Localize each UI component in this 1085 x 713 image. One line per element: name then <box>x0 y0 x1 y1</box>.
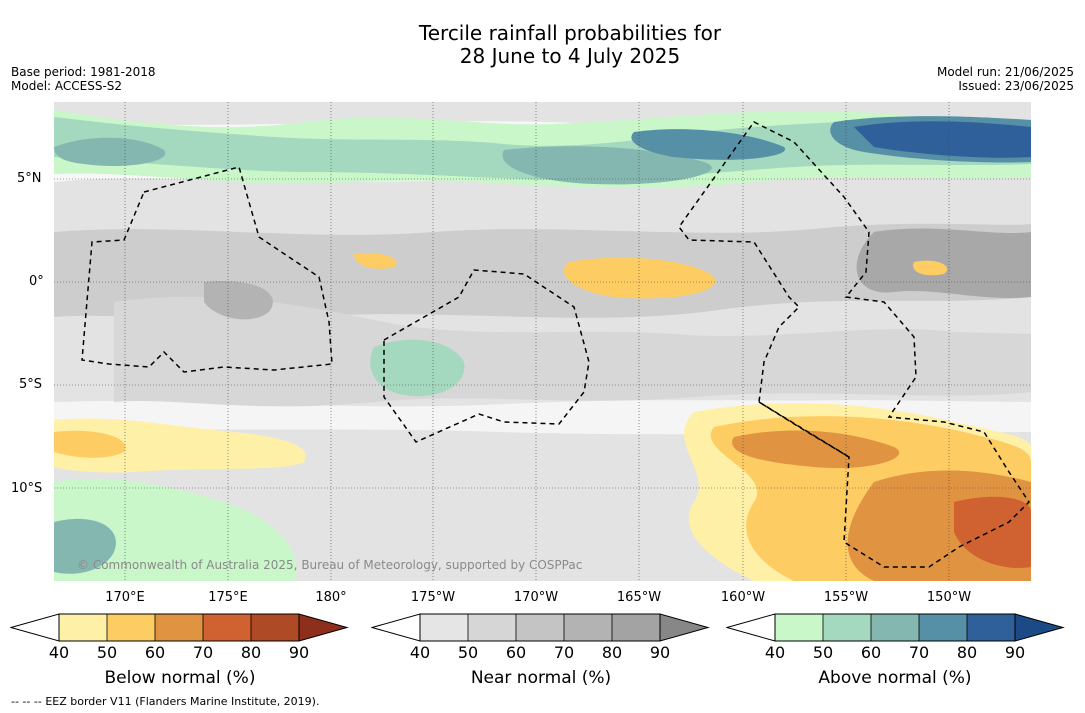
cb-below-tick-70: 70 <box>192 643 214 662</box>
cb-above-tick-50: 50 <box>812 643 834 662</box>
cb-above-tick-40: 40 <box>764 643 786 662</box>
colorbar-near <box>371 613 710 642</box>
cb-above-low-extend <box>726 613 776 642</box>
cb-below-swatch-3 <box>155 614 203 641</box>
colorbar-below <box>10 613 349 642</box>
lon-label-155w: 155°W <box>823 590 869 605</box>
colorbar-above <box>726 613 1065 642</box>
cb-above-high-extend <box>1014 613 1065 642</box>
issued-date: Issued: 23/06/2025 <box>958 79 1074 93</box>
lat-label-0: 0° <box>29 274 44 289</box>
lat-label-5s: 5°S <box>19 377 43 392</box>
cb-above-swatch-5 <box>967 614 1015 641</box>
meta-left: Base period: 1981-2018 Model: ACCESS-S2 <box>11 65 156 93</box>
teal-north-2 <box>631 129 786 160</box>
map-title: Tercile rainfall probabilities for 28 Ju… <box>0 22 1085 68</box>
map-canvas <box>54 102 1031 581</box>
cb-below-tick-80: 80 <box>240 643 262 662</box>
orange-patch-west <box>54 430 126 458</box>
lon-label-170e: 170°E <box>105 590 145 605</box>
green-patch-southwest <box>54 478 297 581</box>
cb-near-tick-40: 40 <box>409 643 431 662</box>
green-patch-center <box>370 339 465 397</box>
cb-below-swatch-5 <box>251 614 299 641</box>
red-orange-patch <box>954 496 1031 568</box>
dark-orange-patch-1 <box>732 430 900 468</box>
cb-above-title: Above normal (%) <box>818 668 972 688</box>
cb-below-swatch-1 <box>59 614 107 641</box>
cb-below-swatch-2 <box>107 614 155 641</box>
cb-below-title: Below normal (%) <box>104 668 256 688</box>
cb-below-high-extend <box>298 613 349 642</box>
orange-dot-1 <box>354 253 397 269</box>
grey-high-east <box>856 228 1031 299</box>
title-line-1: Tercile rainfall probabilities for <box>418 21 722 45</box>
cb-below-swatch-4 <box>203 614 251 641</box>
eez-footnote: -- -- -- EEZ border V11 (Flanders Marine… <box>11 695 319 708</box>
cb-near-tick-90: 90 <box>649 643 671 662</box>
cb-above-swatch-2 <box>823 614 871 641</box>
cb-above-tick-90: 90 <box>1004 643 1026 662</box>
copyright-notice: © Commonwealth of Australia 2025, Bureau… <box>77 558 583 572</box>
blue-north <box>854 121 1031 158</box>
cb-near-high-extend <box>659 613 710 642</box>
orange-dot-2 <box>913 260 948 276</box>
cb-near-swatch-4 <box>564 614 612 641</box>
teal-north-west <box>54 137 166 167</box>
eez-west <box>81 166 333 373</box>
meta-right: Model run: 21/06/2025 Issued: 23/06/2025 <box>937 65 1074 93</box>
lon-label-175e: 175°E <box>208 590 248 605</box>
cb-near-tick-60: 60 <box>505 643 527 662</box>
eez-legend-dash: -- -- -- <box>11 695 42 708</box>
grey-band-1 <box>54 223 1031 320</box>
cb-near-low-extend <box>371 613 421 642</box>
probability-map <box>54 102 1031 581</box>
yellow-patch-west <box>54 418 306 473</box>
lat-label-5n: 5°N <box>17 171 42 186</box>
cb-above-tick-60: 60 <box>860 643 882 662</box>
eez-borders <box>81 121 1030 568</box>
lon-label-180: 180° <box>315 590 347 605</box>
model-name: Model: ACCESS-S2 <box>11 79 123 93</box>
cb-below-tick-40: 40 <box>48 643 70 662</box>
eez-center <box>383 269 590 443</box>
base-period: Base period: 1981-2018 <box>11 65 156 79</box>
cb-above-swatch-4 <box>919 614 967 641</box>
cb-near-title: Near normal (%) <box>470 668 612 688</box>
eez-legend-text: EEZ border V11 (Flanders Marine Institut… <box>45 695 320 708</box>
lon-label-170w: 170°W <box>513 590 559 605</box>
lon-label-160w: 160°W <box>720 590 766 605</box>
lat-label-10s: 10°S <box>11 481 43 496</box>
cb-near-tick-50: 50 <box>457 643 479 662</box>
cb-near-swatch-2 <box>468 614 516 641</box>
cb-near-swatch-1 <box>420 614 468 641</box>
cb-below-tick-90: 90 <box>288 643 310 662</box>
cb-below-tick-50: 50 <box>96 643 118 662</box>
grey-band-2 <box>114 296 1031 407</box>
cb-below-low-extend <box>10 613 60 642</box>
graticule <box>54 102 1031 581</box>
cb-near-tick-80: 80 <box>601 643 623 662</box>
teal-patch-southwest <box>54 518 116 574</box>
lon-label-165w: 165°W <box>616 590 662 605</box>
eez-east <box>678 121 1030 568</box>
orange-patch-equator <box>564 257 716 299</box>
cb-above-swatch-3 <box>871 614 919 641</box>
model-run: Model run: 21/06/2025 <box>936 65 1074 79</box>
grey-high-west <box>204 281 273 320</box>
teal-north-1 <box>502 146 712 185</box>
cb-near-swatch-3 <box>516 614 564 641</box>
lon-label-150w: 150°W <box>926 590 972 605</box>
cb-below-tick-60: 60 <box>144 643 166 662</box>
cb-above-tick-70: 70 <box>908 643 930 662</box>
cb-near-swatch-5 <box>612 614 660 641</box>
cb-above-tick-80: 80 <box>956 643 978 662</box>
lon-label-175w: 175°W <box>410 590 456 605</box>
cb-near-tick-70: 70 <box>553 643 575 662</box>
title-line-2: 28 June to 4 July 2025 <box>459 44 681 68</box>
cb-above-swatch-1 <box>775 614 823 641</box>
